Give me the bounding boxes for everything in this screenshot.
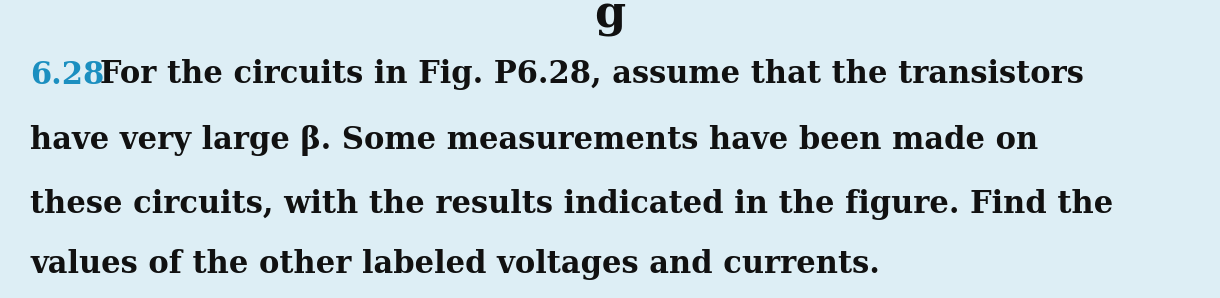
Text: For the circuits in Fig. P6.28, assume that the transistors: For the circuits in Fig. P6.28, assume t…: [100, 60, 1083, 91]
Text: values of the other labeled voltages and currents.: values of the other labeled voltages and…: [30, 249, 880, 280]
Text: g: g: [594, 0, 626, 37]
Text: have very large β. Some measurements have been made on: have very large β. Some measurements hav…: [30, 125, 1038, 156]
Text: these circuits, with the results indicated in the figure. Find the: these circuits, with the results indicat…: [30, 190, 1113, 221]
Text: 6.28: 6.28: [30, 60, 104, 91]
